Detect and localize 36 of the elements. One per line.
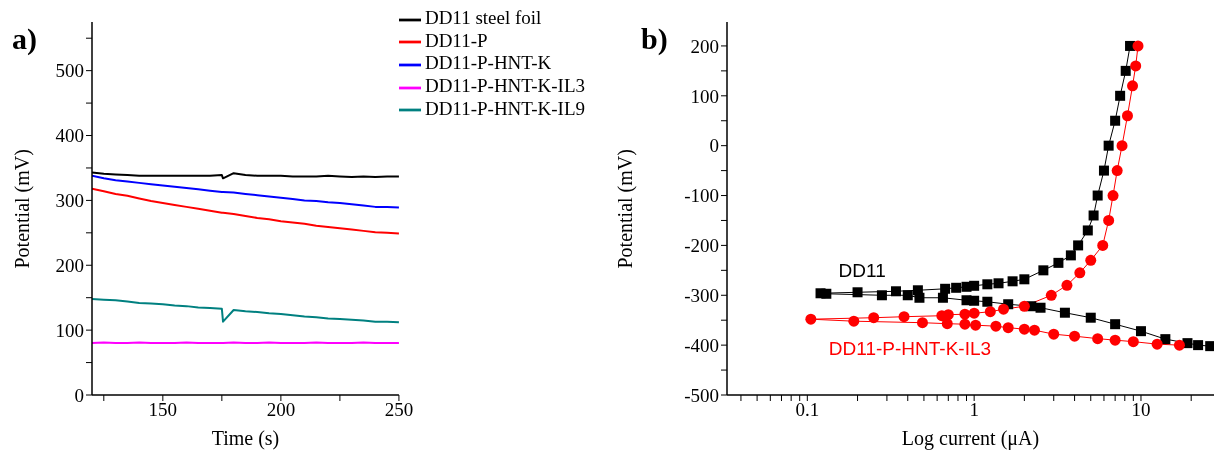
y-tick-label: 100	[690, 85, 719, 107]
series-label: DD11-P-HNT-K-IL3	[828, 338, 992, 360]
x-tick-label: 250	[384, 399, 414, 421]
legend-label: DD11-P-HNT-K-IL9	[424, 97, 585, 119]
chart-title: a)	[12, 22, 37, 56]
chart-title: b)	[641, 22, 668, 56]
x-axis-title: Time (s)	[211, 427, 280, 450]
y-tick-label: 0	[709, 135, 719, 157]
y-tick-label: -100	[684, 185, 719, 207]
x-axis-title: Log current (μA)	[901, 427, 1040, 450]
y-axis-title: Potential (mV)	[614, 149, 638, 269]
legend-label: DD11-P	[424, 29, 488, 51]
y-tick-label: 500	[55, 60, 84, 82]
line-series	[92, 297, 399, 324]
y-tick-label: 200	[55, 255, 84, 277]
y-tick-label: 0	[74, 384, 84, 406]
y-tick-label: 400	[55, 125, 84, 147]
y-tick-label: 200	[690, 35, 719, 57]
y-tick-label: -300	[684, 285, 719, 307]
legend-label: DD11-P-HNT-K	[424, 52, 552, 74]
legend-label: DD11 steel foil	[424, 7, 542, 28]
line-series	[92, 187, 399, 235]
x-tick-label: 10	[1131, 399, 1151, 421]
y-tick-label: -400	[684, 334, 719, 356]
x-tick-label: 0.1	[795, 399, 820, 421]
line-series	[92, 174, 399, 209]
y-axis-title: Potential (mV)	[11, 149, 35, 269]
y-tick-label: -500	[684, 384, 719, 406]
y-tick-label: 300	[55, 190, 84, 212]
legend-label: DD11-P-HNT-K-IL3	[424, 74, 585, 96]
x-tick-label: 200	[266, 399, 296, 421]
y-tick-label: -200	[684, 235, 719, 257]
x-tick-label: 150	[148, 399, 178, 421]
series-label: DD11	[838, 260, 886, 282]
x-tick-label: 1	[969, 399, 979, 421]
y-tick-label: 100	[55, 319, 84, 341]
